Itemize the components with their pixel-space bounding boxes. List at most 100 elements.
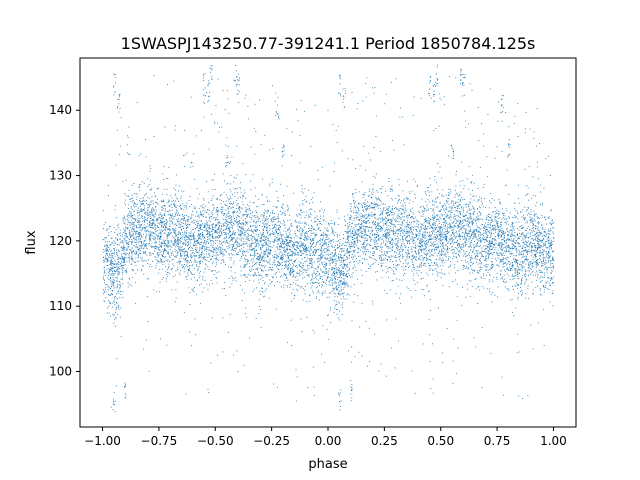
data-point: [327, 250, 328, 252]
data-point: [432, 241, 434, 243]
data-point: [333, 300, 335, 301]
data-point: [166, 245, 168, 247]
data-point: [340, 261, 342, 263]
data-point: [406, 220, 408, 222]
data-point: [362, 243, 364, 245]
data-point: [347, 158, 349, 160]
data-point: [330, 253, 332, 255]
data-point: [438, 223, 440, 225]
data-point: [161, 243, 163, 244]
data-point: [489, 223, 491, 225]
data-point: [263, 244, 265, 246]
data-point: [517, 260, 519, 262]
data-point: [472, 231, 474, 233]
data-point: [215, 247, 217, 249]
data-point: [543, 345, 545, 346]
data-point: [309, 247, 311, 249]
data-point: [350, 206, 352, 208]
data-point: [522, 277, 524, 279]
data-point: [186, 264, 188, 266]
data-point: [524, 274, 526, 276]
data-point: [472, 222, 474, 224]
data-point: [112, 268, 114, 270]
data-point: [253, 242, 254, 244]
data-point: [517, 212, 519, 214]
data-point: [135, 236, 137, 238]
data-point: [422, 277, 424, 279]
data-point: [239, 212, 241, 214]
data-point: [270, 246, 272, 248]
data-point: [173, 229, 175, 231]
data-point: [139, 184, 141, 186]
data-point: [131, 276, 133, 278]
data-point: [321, 233, 322, 235]
data-point: [323, 215, 325, 217]
data-point: [488, 213, 490, 215]
data-point: [489, 213, 491, 215]
data-point: [166, 221, 167, 223]
data-point: [364, 234, 366, 236]
data-point: [199, 260, 201, 262]
data-point: [412, 207, 413, 209]
data-point: [501, 259, 503, 260]
data-point: [228, 237, 230, 239]
data-point: [437, 216, 439, 218]
data-point: [338, 292, 340, 294]
data-point: [152, 260, 153, 262]
data-point: [183, 218, 185, 219]
data-point: [502, 254, 503, 256]
data-point: [278, 214, 279, 215]
data-point: [439, 251, 441, 253]
data-point: [108, 195, 109, 196]
data-point: [403, 144, 405, 146]
data-point: [277, 216, 279, 218]
data-point: [465, 245, 466, 247]
data-point: [457, 216, 459, 218]
data-point: [402, 257, 404, 259]
data-point: [511, 246, 513, 248]
data-point: [229, 230, 231, 232]
data-point: [239, 250, 241, 252]
data-point: [116, 259, 118, 261]
data-point: [234, 247, 235, 249]
data-point: [123, 260, 125, 262]
data-point: [118, 261, 120, 263]
data-point: [120, 278, 122, 280]
data-point: [223, 214, 225, 216]
data-point: [445, 235, 447, 237]
data-point: [217, 223, 219, 225]
data-point: [541, 245, 543, 247]
data-point: [200, 220, 202, 222]
data-point: [129, 233, 131, 235]
data-point: [168, 263, 170, 265]
data-point: [325, 238, 327, 240]
data-point: [308, 214, 310, 216]
data-point: [224, 180, 225, 182]
data-point: [161, 209, 163, 211]
data-point: [311, 209, 313, 210]
data-point: [367, 152, 369, 154]
data-point: [272, 212, 274, 214]
data-point: [414, 250, 416, 252]
data-point: [376, 241, 377, 243]
data-point: [530, 324, 532, 326]
data-point: [491, 215, 493, 217]
data-point: [509, 247, 511, 249]
data-point: [383, 219, 384, 221]
data-point: [444, 220, 446, 222]
data-point: [290, 259, 292, 261]
data-point: [503, 237, 505, 239]
data-point: [124, 248, 125, 250]
data-point: [204, 263, 206, 265]
data-point: [161, 217, 163, 219]
data-point: [130, 201, 132, 203]
data-point: [538, 270, 540, 272]
data-point: [338, 256, 340, 258]
data-point: [288, 215, 290, 216]
data-point: [446, 213, 448, 215]
data-point: [427, 190, 429, 192]
data-point: [468, 223, 470, 225]
data-point: [505, 247, 507, 248]
data-point: [144, 227, 146, 229]
data-point: [381, 219, 383, 221]
